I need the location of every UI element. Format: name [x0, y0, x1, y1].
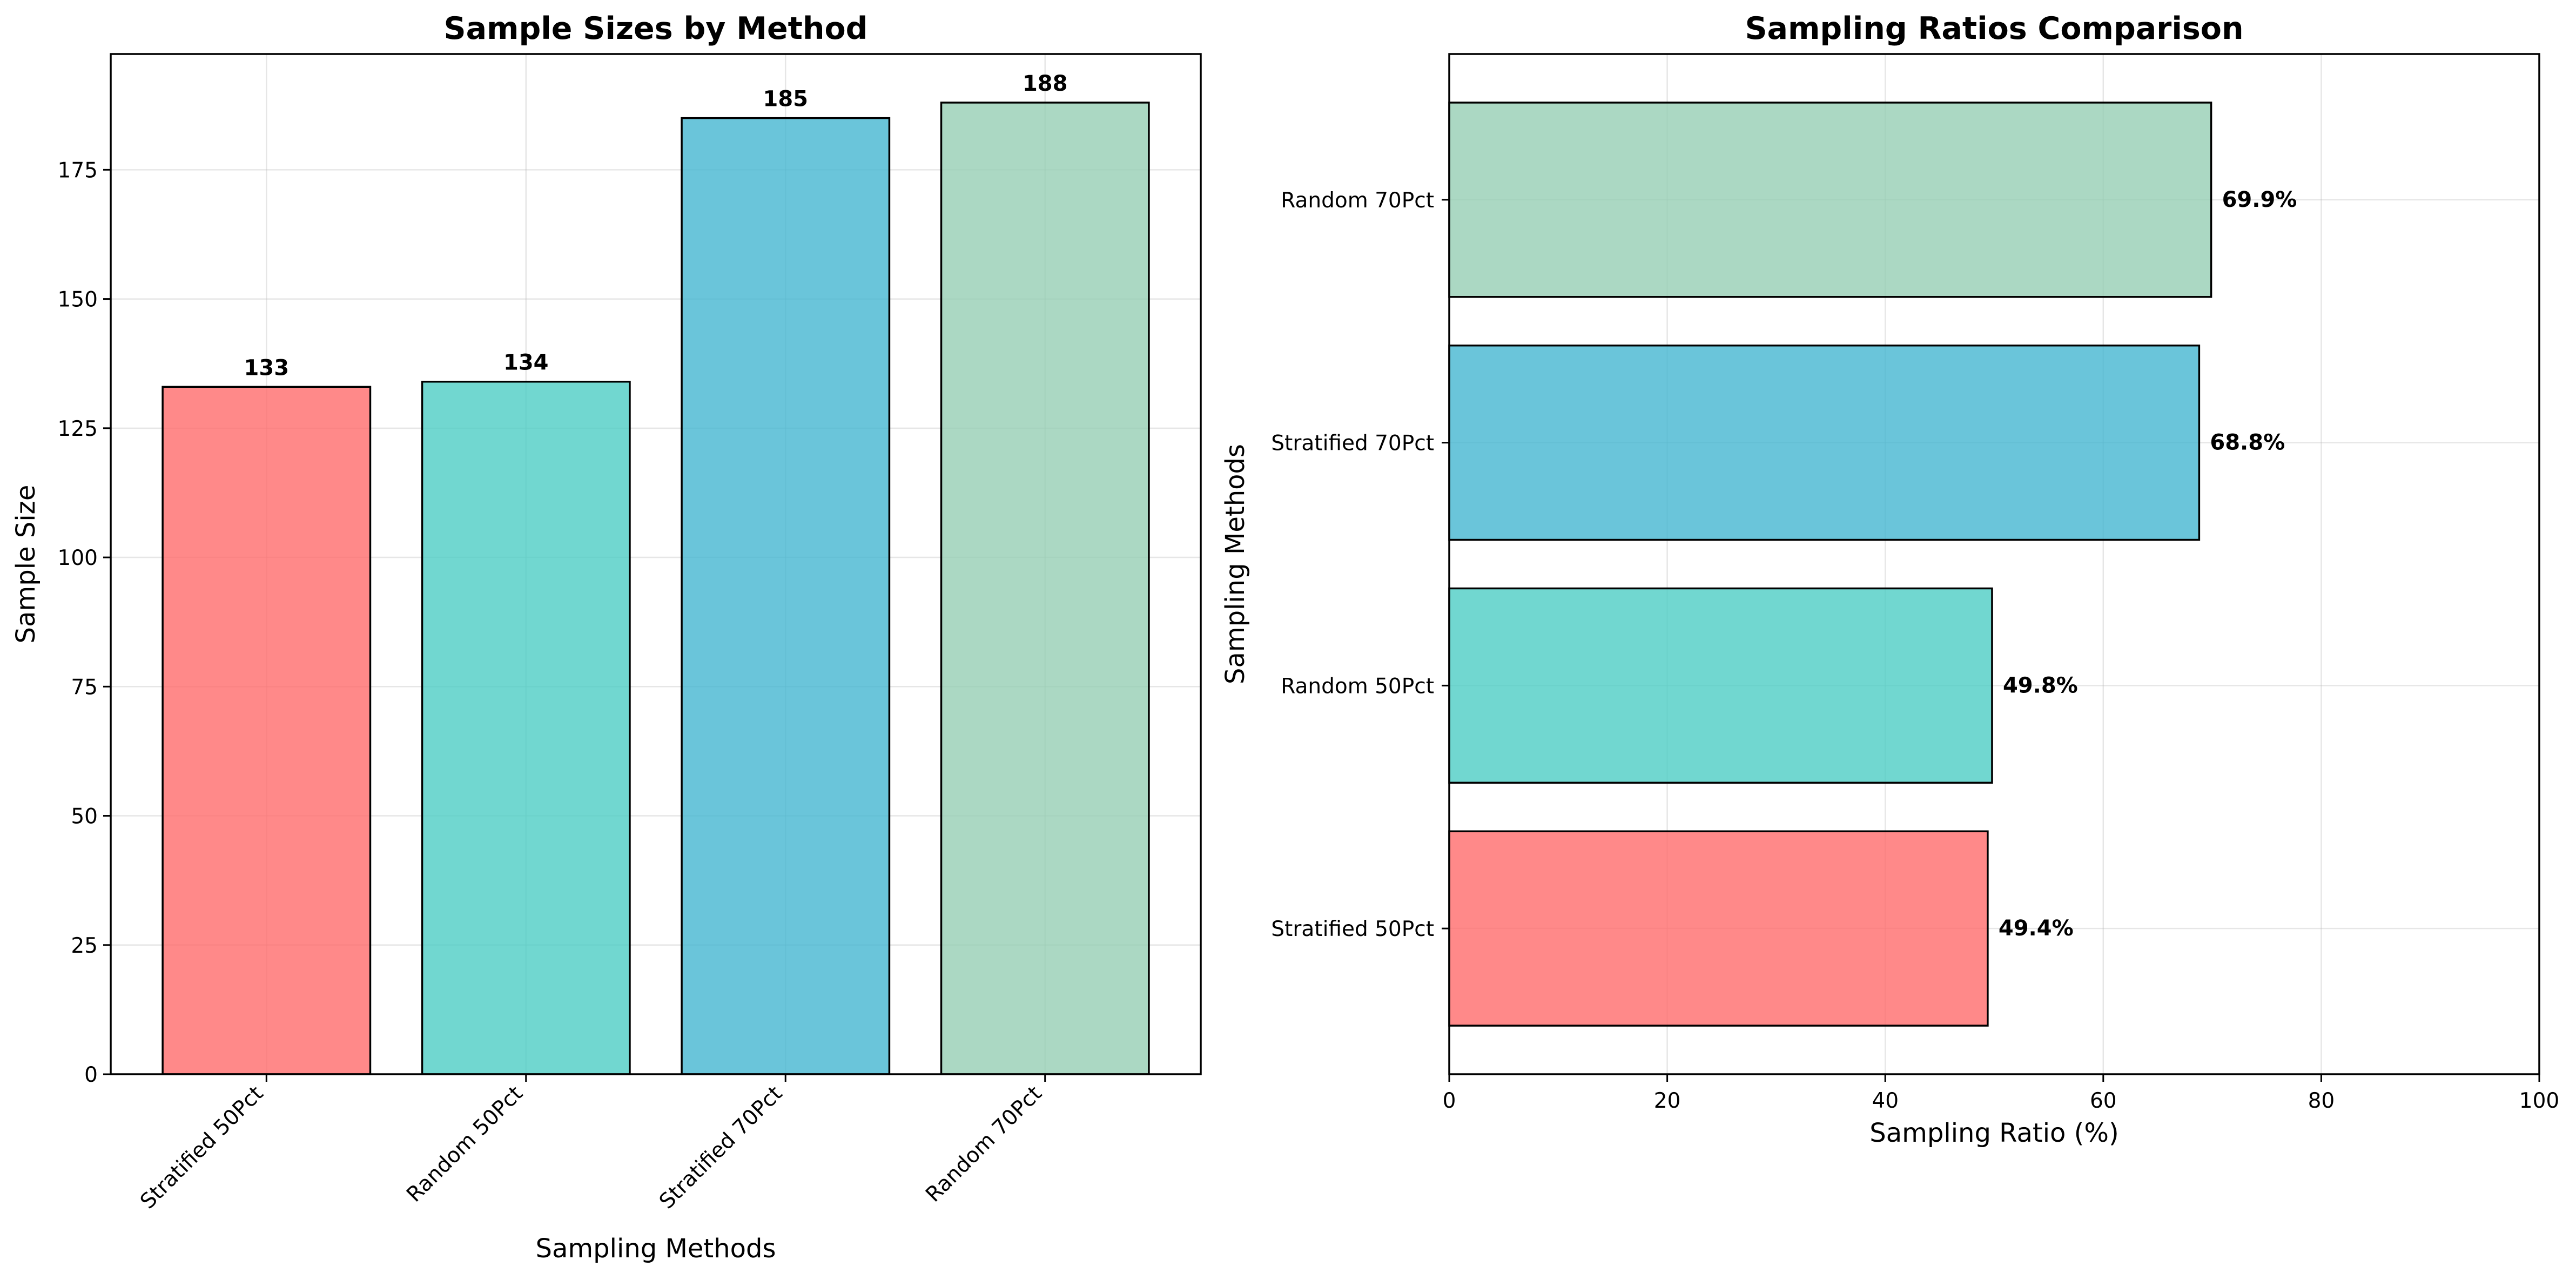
right-x-tick-label: 0	[1443, 1089, 1456, 1113]
right-y-axis-label: Sampling Methods	[1220, 444, 1250, 684]
left-y-tick-label: 50	[71, 805, 98, 829]
right-chart-title: Sampling Ratios Comparison	[1745, 11, 2243, 46]
left-y-axis-label: Sample Size	[11, 485, 41, 644]
right-x-tick-label: 80	[2308, 1089, 2335, 1113]
right-ticks: 0 20 40 60 80 100 Stratified 50Pct Random 50Pct…	[1271, 188, 2559, 1113]
left-y-tick-label: 25	[71, 934, 98, 958]
right-bars	[1448, 102, 2212, 1027]
bar-random-50pct	[421, 380, 631, 1075]
right-x-tick-label: 60	[2090, 1089, 2117, 1113]
right-x-tick-label: 100	[2519, 1089, 2559, 1113]
right-value-labels: 49.4% 49.8% 68.8% 69.9%	[1999, 187, 2297, 941]
left-chart-title: Sample Sizes by Method	[444, 11, 868, 46]
bar-stratified-70pct	[681, 117, 891, 1075]
value-label-stratified-50pct: 133	[244, 355, 290, 380]
right-x-tick-label: 40	[1872, 1089, 1899, 1113]
sampling-ratios-chart: 49.4% 49.8% 68.8% 69.9% 0 20 40 60 80 100 Stratif…	[1220, 11, 2559, 1148]
bar-random-70pct	[940, 102, 1150, 1075]
left-bars	[162, 102, 1150, 1075]
left-plot-frame	[110, 53, 1202, 1075]
ratio-label-random-70pct: 69.9%	[2222, 187, 2297, 212]
ratio-label-stratified-70pct: 68.8%	[2210, 430, 2285, 455]
left-y-tick-label: 75	[71, 675, 98, 699]
right-y-tick-label: Stratified 50Pct	[1271, 917, 1434, 941]
right-y-tick-label: Stratified 70Pct	[1271, 432, 1434, 456]
left-x-axis-label: Sampling Methods	[536, 1234, 776, 1264]
right-x-tick-label: 20	[1654, 1089, 1681, 1113]
value-label-stratified-70pct: 185	[763, 87, 808, 112]
value-label-random-50pct: 134	[503, 351, 549, 375]
left-y-tick-label: 100	[58, 546, 98, 570]
right-y-tick-label: Random 70Pct	[1281, 188, 1434, 213]
ratio-label-random-50pct: 49.8%	[2003, 673, 2078, 698]
hbar-random-50pct	[1448, 587, 1993, 784]
hbar-stratified-50pct	[1448, 830, 1989, 1027]
left-value-labels: 133 134 185 188	[244, 71, 1068, 380]
ratio-label-stratified-50pct: 49.4%	[1999, 916, 2074, 941]
right-plot-frame	[1448, 53, 2540, 1075]
left-y-tick-label: 125	[58, 417, 98, 441]
left-y-tick-label: 175	[58, 158, 98, 183]
hbar-random-70pct	[1448, 102, 2212, 298]
left-y-tick-label: 150	[58, 288, 98, 312]
left-y-tick-label: 0	[84, 1063, 98, 1087]
right-x-axis-label: Sampling Ratio (%)	[1869, 1118, 2118, 1148]
bar-stratified-50pct	[162, 386, 372, 1075]
hbar-stratified-70pct	[1448, 344, 2201, 541]
right-y-tick-label: Random 50Pct	[1281, 674, 1434, 698]
value-label-random-70pct: 188	[1023, 71, 1068, 96]
